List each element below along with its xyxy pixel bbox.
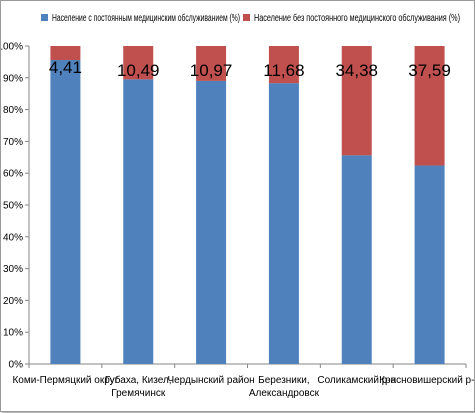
bar-with-care	[341, 155, 372, 364]
y-tick-label: 60%	[3, 169, 23, 180]
x-category-label: Чердынский район	[167, 375, 254, 386]
chart-axes: 0% 10% 20% 30% 40% 50% 60% 70% 80% 90% 100%	[1, 42, 467, 371]
bar-without-care	[414, 46, 445, 166]
y-tick-label: 40%	[3, 232, 23, 243]
data-label: 37,59	[408, 61, 451, 80]
chart-labels: 4,41 Коми-Пермяцкий округ 10,49 Губаха, Киз…	[12, 58, 475, 399]
bar-with-care	[414, 165, 445, 364]
bar-without-care	[123, 46, 154, 80]
y-tick-label: 0%	[9, 360, 24, 371]
x-category-label: Коми-Пермяцкий округ	[12, 375, 118, 386]
y-tick-label: 100%	[1, 42, 23, 53]
y-tick-label: 90%	[3, 73, 23, 84]
y-tick-label: 10%	[3, 328, 23, 339]
legend-swatch	[243, 14, 250, 21]
x-category-label: Соликамский р-н	[317, 375, 396, 386]
bar-without-care	[268, 46, 299, 84]
legend-swatch	[41, 14, 48, 21]
y-tick-label: 50%	[3, 201, 23, 212]
bar-with-care	[196, 80, 227, 365]
x-category-label: Березники, Александровск	[249, 375, 320, 399]
data-label: 11,68	[263, 61, 304, 80]
bar-without-care	[196, 46, 227, 81]
data-label: 4,41	[49, 58, 82, 77]
x-category-label: Красновишерский р-н	[379, 375, 475, 386]
legend-label: Население без постоянного медицинского о…	[254, 12, 460, 24]
legend: Население с постоянным медицинским обслу…	[41, 12, 460, 24]
bar-with-care	[50, 60, 81, 364]
chart-bars	[50, 46, 445, 365]
legend-label: Население с постоянным медицинским обслу…	[52, 12, 240, 24]
data-label: 34,38	[335, 61, 378, 80]
bar-without-care	[341, 46, 372, 156]
y-tick-label: 70%	[3, 137, 23, 148]
y-tick-label: 20%	[3, 296, 23, 307]
bar-with-care	[268, 83, 299, 365]
y-tick-label: 30%	[3, 264, 23, 275]
data-label: 10,97	[190, 61, 233, 80]
bar-without-care	[50, 46, 81, 61]
x-category-label: Губаха, Кизел, Гремячинск	[105, 374, 172, 399]
y-tick-label: 80%	[3, 105, 23, 116]
data-label: 10,49	[117, 61, 160, 80]
bar-with-care	[123, 79, 154, 364]
